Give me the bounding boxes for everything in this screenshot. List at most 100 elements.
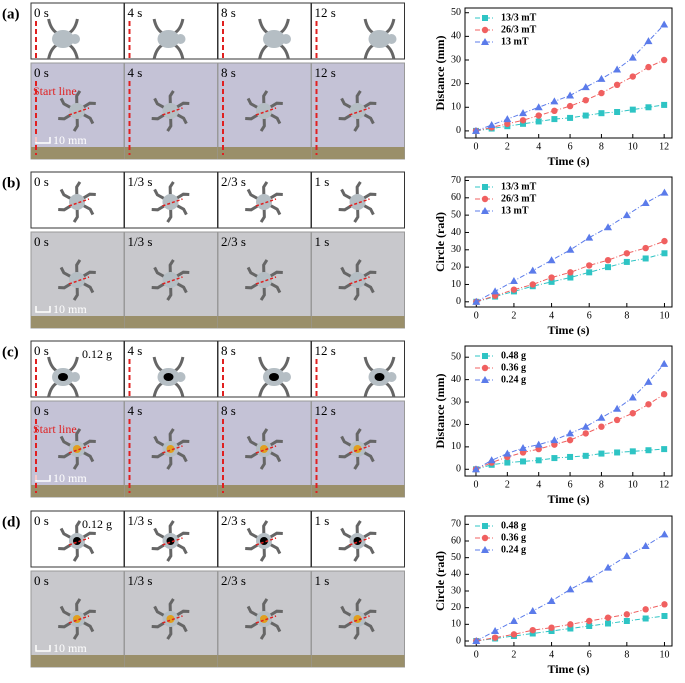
scale-label: 10 mm: [53, 471, 87, 485]
x-tick-label: 6: [587, 649, 592, 660]
marker: [491, 634, 499, 641]
marker: [598, 423, 605, 430]
marker: [581, 422, 590, 430]
panel: (c) 0 s 0 s 4 s 4 s 8 s 8 s 12 s 12 s 0.12 g Start…: [2, 340, 405, 498]
panel: (d) 0 s 0 s 1/3 s 1/3 s 2/3 s 2/3 s 1 s 1 s 0.12 …: [2, 510, 405, 668]
y-tick-label: 0: [456, 296, 461, 307]
time-label: 2/3 s: [221, 174, 246, 189]
arrow: [68, 276, 90, 285]
marker: [567, 114, 574, 121]
time-label: 2/3 s: [221, 234, 246, 249]
scale-label: 10 mm: [53, 133, 87, 147]
marker: [520, 458, 527, 465]
y-axis-label: Circle (rad): [433, 212, 447, 272]
x-tick-label: 2: [505, 479, 510, 490]
pebbles: [124, 655, 218, 667]
marker: [661, 250, 668, 257]
plot-frame: [464, 345, 673, 477]
marker: [548, 628, 555, 634]
arrow: [68, 198, 90, 207]
x-tick-label: 10: [659, 310, 669, 321]
body: [52, 30, 74, 48]
legend-marker: [482, 184, 488, 190]
marker: [614, 109, 621, 115]
marker: [567, 453, 574, 460]
legend-label: 0.24 g: [501, 544, 526, 555]
marker: [586, 623, 593, 629]
x-tick-label: 4: [536, 479, 541, 490]
x-tick-label: 0: [473, 479, 478, 490]
marker: [504, 120, 511, 128]
marker: [641, 199, 650, 206]
y-axis-label: Circle (rad): [433, 551, 447, 611]
y-tick-label: 50: [451, 7, 461, 18]
arrow: [349, 445, 370, 454]
time-label: 1/3 s: [128, 174, 153, 189]
arrow: [162, 537, 183, 546]
time-label: 12 s: [315, 65, 336, 80]
marker: [645, 401, 652, 408]
panel: (a) 0 s 0 s 4 s 4 s 8 s 8 s 12 s 12 s Start line 1…: [2, 2, 405, 160]
body: [349, 103, 366, 119]
arrow: [255, 445, 277, 454]
marker: [503, 115, 512, 123]
legend-label: 13 mT: [501, 36, 529, 47]
marker: [586, 262, 593, 269]
legend-label: 0.48 g: [501, 350, 526, 361]
legend-marker: [481, 207, 489, 214]
marker: [472, 637, 481, 644]
head: [281, 372, 291, 382]
marker: [529, 626, 536, 634]
time-label: 0 s: [34, 234, 49, 249]
y-tick-label: 30: [451, 244, 461, 255]
marker: [642, 244, 649, 252]
pebbles: [31, 485, 124, 497]
marker: [510, 631, 518, 638]
arrow: [162, 107, 183, 116]
pebbles: [311, 655, 405, 667]
marker: [623, 250, 631, 257]
y-tick-label: 20: [451, 419, 461, 430]
arrow: [68, 537, 90, 546]
time-label: 8 s: [221, 343, 236, 358]
time-label: 4 s: [128, 5, 143, 20]
x-tick-label: 4: [549, 310, 554, 321]
time-label: 8 s: [221, 5, 236, 20]
marker: [567, 274, 574, 281]
marker: [547, 256, 556, 264]
mass-label: 0.12 g: [82, 347, 112, 361]
y-tick-label: 20: [451, 261, 461, 272]
time-label: 0 s: [34, 5, 49, 20]
marker: [623, 258, 630, 265]
x-tick-label: 8: [599, 479, 604, 490]
y-tick-label: 10: [451, 279, 461, 290]
marker: [661, 101, 668, 108]
marker: [614, 449, 621, 456]
time-label: 4 s: [128, 403, 143, 418]
marker: [550, 97, 559, 105]
legend-label: 13/3 mT: [501, 181, 537, 192]
time-label: 4 s: [128, 343, 143, 358]
time-label: 1/3 s: [128, 573, 153, 588]
panel-label: (c): [2, 344, 19, 360]
marker: [551, 455, 558, 462]
x-tick-label: 6: [587, 310, 592, 321]
arrow: [162, 445, 183, 454]
arrow: [349, 107, 370, 116]
marker: [535, 118, 542, 125]
head: [281, 34, 291, 44]
scale-bar: [35, 645, 51, 652]
arrow: [255, 537, 277, 546]
legend-marker: [481, 546, 489, 553]
marker: [582, 96, 589, 104]
marker: [566, 436, 574, 444]
legend-label: 13 mT: [501, 205, 529, 216]
x-axis-label: Time (s): [547, 323, 589, 337]
body: [157, 30, 180, 48]
arrow: [255, 615, 277, 624]
marker: [661, 237, 668, 245]
scale-bar: [35, 475, 51, 482]
legend-marker: [481, 195, 489, 203]
chart: 0 10 20 30 40 50 60 70 0 2 4 6 8 10 Time (s) Circle (ra…: [433, 175, 673, 337]
pebbles: [311, 147, 405, 159]
